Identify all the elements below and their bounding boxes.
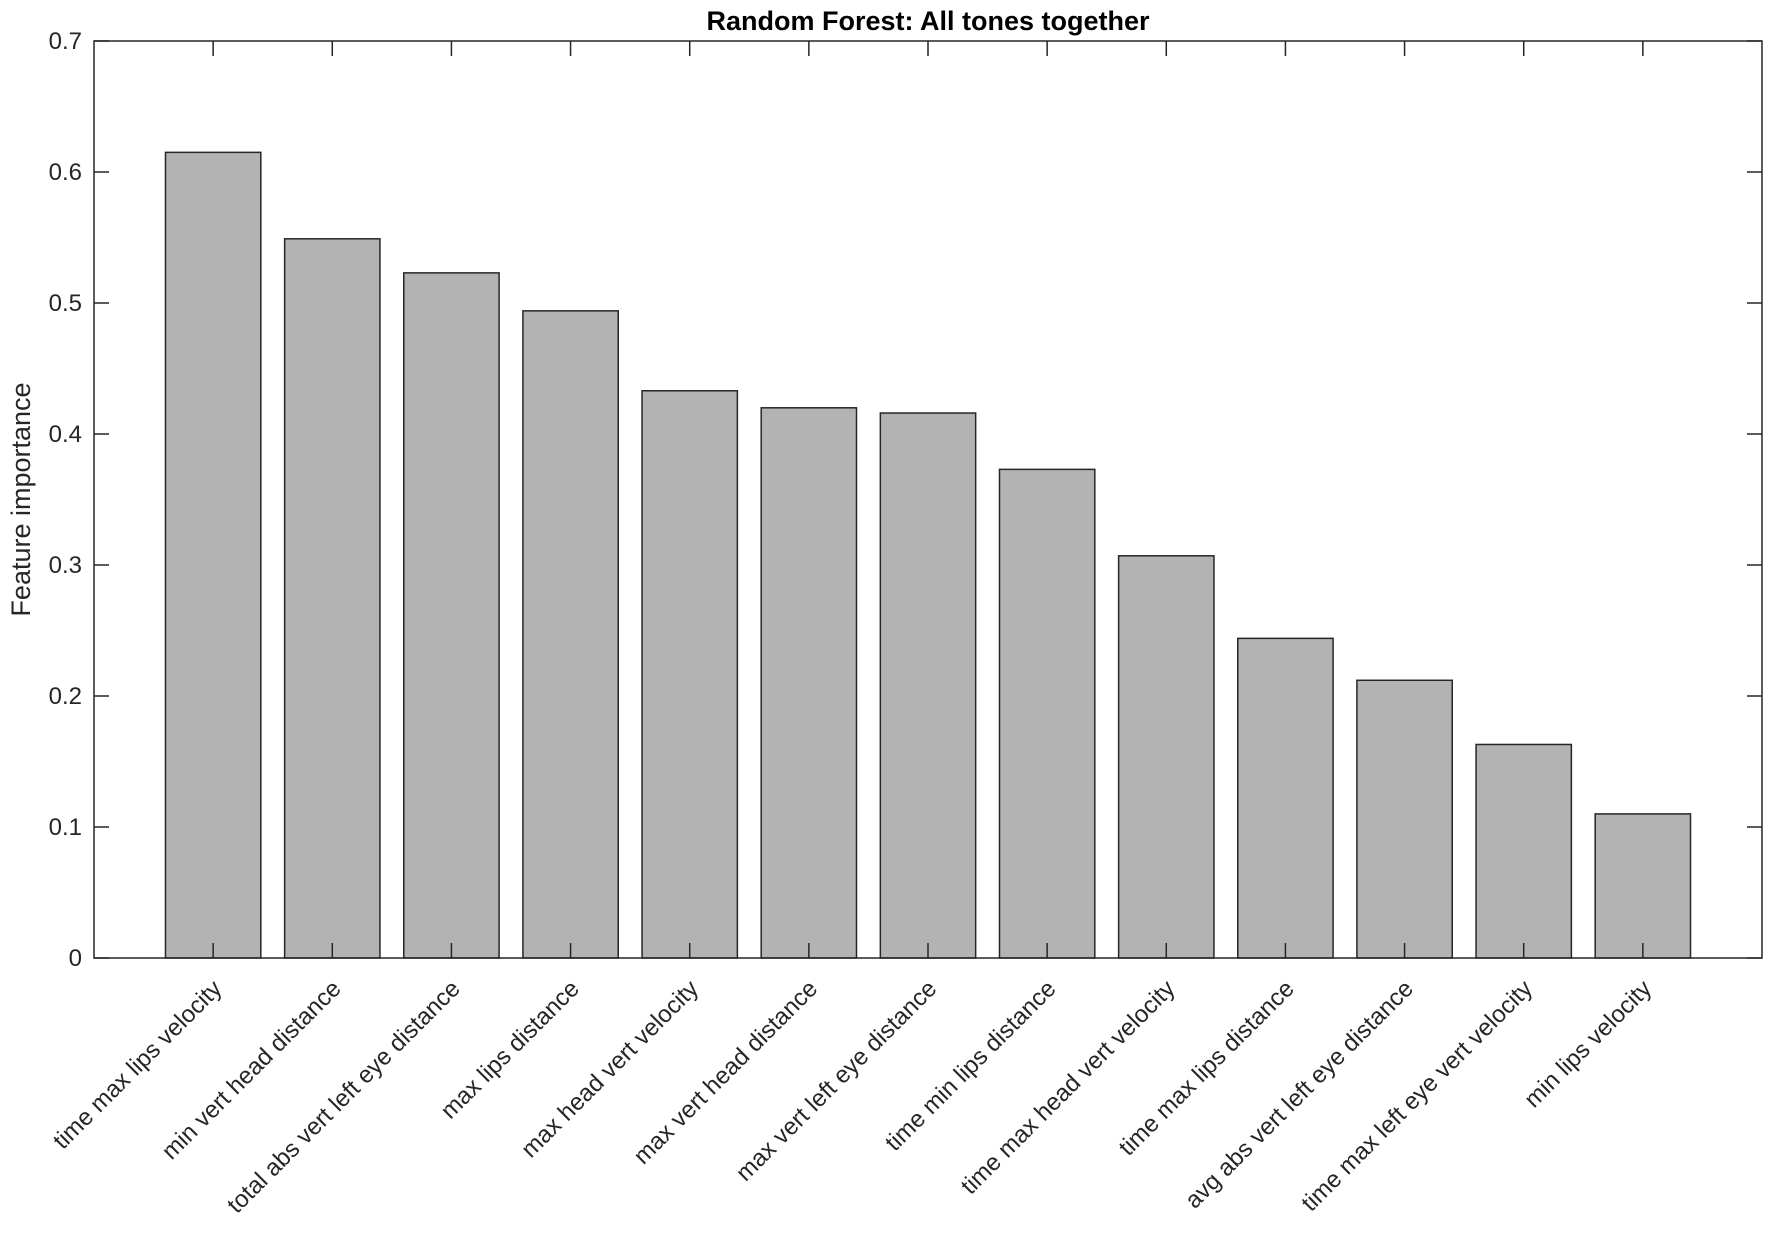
x-tick-label-11: time max left eye vert velocity [1296,975,1538,1217]
x-tick-label-6: max vert left eye distance [731,975,943,1187]
bar-4 [522,310,619,959]
y-tick-label-2: 0.2 [49,683,82,710]
bar-8 [998,468,1096,959]
x-tick-label-2: total abs vert left eye distance [222,975,466,1219]
y-tick-labels: 0 0.1 0.2 0.3 0.4 0.5 0.6 0.7 [49,28,82,972]
y-tick-label-3: 0.3 [49,552,82,579]
x-tick-label-8: time max head vert velocity [956,975,1181,1200]
bar-10 [1237,637,1334,959]
y-tick-label-0: 0 [69,945,82,972]
bars-group [164,151,1692,959]
bar-12 [1475,743,1573,959]
x-tick-label-12: min lips velocity [1519,975,1657,1113]
bar-2 [283,238,381,959]
bar-5 [641,390,739,959]
x-tick-label-10: avg abs vert left eye distance [1180,975,1419,1214]
bar-7 [879,412,977,959]
bar-3 [403,272,500,959]
bar-11 [1356,679,1453,959]
chart-title: Random Forest: All tones together [706,6,1150,36]
y-axis-label: Feature importance [6,382,36,616]
y-tick-label-4: 0.4 [49,421,82,448]
y-tick-label-5: 0.5 [49,290,82,317]
bar-13 [1594,813,1692,959]
y-tick-label-6: 0.6 [49,159,82,186]
bar-1 [164,151,262,959]
ticks-group [94,40,1762,959]
y-tick-label-7: 0.7 [49,28,82,55]
bar-6 [760,407,858,959]
bar-9 [1117,555,1215,959]
y-tick-label-1: 0.1 [49,814,82,841]
